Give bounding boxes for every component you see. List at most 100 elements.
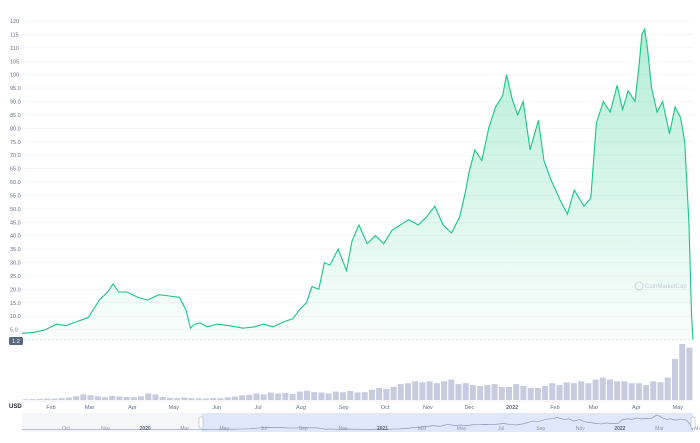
price-line <box>21 27 694 340</box>
volume-bar <box>116 396 123 400</box>
volume-bar <box>390 386 397 400</box>
volume-bar <box>643 385 650 400</box>
volume-bar <box>542 386 549 400</box>
navigator-tick-label: Nov <box>338 426 347 432</box>
volume-bar <box>181 397 188 400</box>
current-price-badge: 1.2 <box>9 337 23 345</box>
volume-bar <box>491 384 498 400</box>
volume-bar <box>51 398 58 400</box>
y-tick-label: 70.0 <box>10 153 21 159</box>
volume-bar <box>607 379 613 400</box>
volume-bar <box>592 379 599 400</box>
volume-bar <box>102 397 108 400</box>
volume-bar <box>506 386 512 400</box>
volume-bar <box>340 392 347 400</box>
currency-label: USD <box>9 404 22 410</box>
volume-bar <box>520 386 527 400</box>
volume-bar <box>578 381 585 400</box>
navigator-right-handle[interactable] <box>690 416 696 429</box>
volume-bar <box>267 392 274 400</box>
x-tick-label: Jul <box>255 405 262 411</box>
volume-bar <box>166 397 173 400</box>
y-tick-label: 75.0 <box>10 140 21 146</box>
volume-bar <box>130 397 137 400</box>
navigator-tick-label: 2022 <box>614 426 625 432</box>
volume-bar <box>246 394 253 400</box>
volume-bar <box>426 381 433 400</box>
x-tick-label: Aug <box>296 405 306 411</box>
volume-bar <box>94 396 101 400</box>
navigator-axis: Oct Nov 2020 Mar May Jul Sep Nov 2021 Mar May Jul Se… <box>62 426 700 432</box>
volume-bar <box>477 386 484 400</box>
y-tick-label: 50.0 <box>10 207 21 213</box>
volume-bar <box>448 379 455 400</box>
navigator-tick-label: May <box>220 426 230 432</box>
volume-bar <box>80 394 87 400</box>
navigator-tick-label: Sep <box>299 426 308 432</box>
volume-bar <box>138 396 144 400</box>
volume-bar <box>354 392 361 400</box>
y-tick-label: 115 <box>10 32 19 38</box>
volume-bar <box>368 389 375 400</box>
volume-bar <box>318 392 325 400</box>
volume-bar <box>224 397 231 400</box>
grid-lines <box>22 20 693 330</box>
volume-bar <box>469 385 476 400</box>
x-tick-label: Nov <box>423 405 433 411</box>
y-tick-label: 65.0 <box>10 167 21 173</box>
volume-bar <box>686 347 693 400</box>
volume-bar <box>664 377 671 400</box>
watermark-text: CoinMarketCap <box>645 284 687 290</box>
volume-bar <box>325 393 332 400</box>
x-tick-label: May <box>169 405 180 411</box>
volume-bar <box>58 398 65 400</box>
navigator-tick-label: Sep <box>536 426 545 432</box>
volume-bar <box>679 344 686 400</box>
volume-bar <box>621 381 628 400</box>
x-tick-label: Jun <box>212 405 221 411</box>
x-tick-label: Mar <box>85 405 95 411</box>
volume-bar <box>282 392 289 400</box>
volume-bar <box>628 383 635 400</box>
volume-bar <box>29 399 36 400</box>
price-area-fill <box>22 29 693 343</box>
navigator-tick-label: Jul <box>261 426 267 432</box>
volume-bar <box>549 383 556 400</box>
volume-bar <box>650 381 657 400</box>
volume-bar <box>556 385 563 400</box>
current-price-label: 1.2 <box>12 339 20 345</box>
x-axis: Feb Mar Apr May Jun Jul Aug Sep Oct Nov Dec 2022 Feb… <box>46 405 683 411</box>
volume-bar <box>253 393 260 400</box>
volume-bar <box>347 391 354 400</box>
y-tick-label: 80.0 <box>10 126 21 132</box>
navigator-tick-label: May <box>694 426 700 432</box>
volume-bar <box>570 383 577 400</box>
y-tick-label: 105 <box>10 59 19 65</box>
volume-bar <box>534 387 541 400</box>
volume-bar <box>527 387 534 400</box>
navigator-left-handle[interactable] <box>198 416 204 429</box>
volume-bar <box>563 382 570 400</box>
volume-bar <box>412 381 419 400</box>
navigator-tick-label: Nov <box>576 426 585 432</box>
y-tick-label: 60.0 <box>10 180 21 186</box>
y-tick-label: 20.0 <box>10 287 21 293</box>
volume-bar <box>513 384 520 400</box>
y-tick-label: 35.0 <box>10 247 21 253</box>
volume-bar <box>383 388 390 400</box>
volume-bar <box>332 391 339 400</box>
volume-bar <box>159 397 166 400</box>
navigator-selection[interactable] <box>202 413 693 432</box>
x-tick-label: Sep <box>339 405 349 411</box>
volume-bars <box>22 344 693 400</box>
volume-bar <box>304 390 310 400</box>
navigator-tick-label: Mar <box>418 426 427 432</box>
y-tick-label: 55.0 <box>10 193 21 199</box>
range-navigator[interactable]: Oct Nov 2020 Mar May Jul Sep Nov 2021 Mar May Jul Se… <box>22 413 700 432</box>
volume-bar <box>73 396 80 400</box>
volume-bar <box>433 383 440 400</box>
y-axis: 5.0 10.0 15.0 20.0 25.0 30.0 35.0 40.0 45.0 50.0 5… <box>10 19 21 334</box>
volume-bar <box>44 398 51 400</box>
volume-bar <box>217 398 224 400</box>
